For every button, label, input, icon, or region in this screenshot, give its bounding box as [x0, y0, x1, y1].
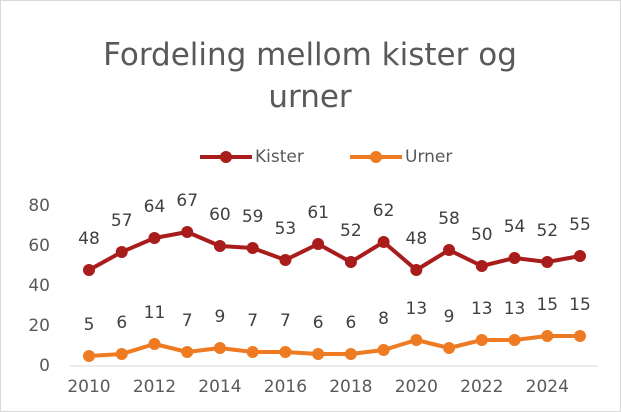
- point: [410, 334, 423, 346]
- chart-title: Fordeling mellom kister og urner: [103, 37, 517, 115]
- point: [377, 236, 390, 248]
- data-label: 57: [111, 211, 133, 231]
- data-label: 53: [275, 219, 297, 239]
- data-label: 7: [280, 311, 291, 331]
- data-label: 62: [373, 201, 395, 221]
- point: [181, 226, 194, 238]
- data-label: 15: [536, 295, 558, 315]
- point: [508, 334, 521, 346]
- legend-marker: [220, 151, 232, 163]
- data-label: 52: [536, 221, 558, 241]
- data-label: 58: [438, 209, 460, 229]
- data-label: 48: [78, 229, 100, 249]
- point: [115, 348, 128, 360]
- point: [181, 346, 194, 358]
- data-label: 6: [345, 313, 356, 333]
- data-label: 15: [569, 295, 591, 315]
- x-tick-label: 2014: [198, 377, 241, 397]
- point: [443, 244, 456, 256]
- point: [541, 330, 554, 342]
- data-label: 52: [340, 221, 362, 241]
- data-label: 13: [471, 299, 493, 319]
- series-line: [88, 334, 580, 358]
- x-tick-label: 2018: [329, 377, 372, 397]
- legend-label: Urner: [405, 147, 452, 167]
- point: [213, 342, 226, 354]
- x-tick-label: 2016: [264, 377, 307, 397]
- data-label: 59: [242, 207, 264, 227]
- data-label: 48: [406, 229, 428, 249]
- data-label: 7: [182, 311, 193, 331]
- data-label: 6: [116, 313, 127, 333]
- point: [83, 350, 95, 362]
- point: [115, 246, 128, 258]
- data-label: 50: [471, 225, 493, 245]
- data-label: 8: [378, 309, 389, 329]
- point: [377, 344, 390, 356]
- point: [541, 256, 554, 268]
- x-tick-label: 2022: [460, 377, 503, 397]
- point: [475, 260, 488, 272]
- y-tick-label: 20: [28, 316, 50, 336]
- data-label: 54: [504, 217, 526, 237]
- legend-label: Kister: [255, 147, 304, 167]
- point: [246, 346, 259, 358]
- point: [574, 330, 586, 342]
- point: [410, 264, 423, 276]
- point: [344, 256, 357, 268]
- x-tick-label: 2012: [133, 377, 176, 397]
- data-label: 9: [215, 307, 226, 327]
- point: [213, 240, 226, 252]
- point: [344, 348, 357, 360]
- point: [279, 346, 292, 358]
- point: [246, 242, 259, 254]
- point: [508, 252, 521, 264]
- point: [475, 334, 488, 346]
- data-label: 55: [569, 215, 591, 235]
- data-label: 11: [144, 303, 166, 323]
- data-label: 13: [406, 299, 428, 319]
- y-tick-label: 0: [39, 356, 50, 376]
- point: [83, 264, 95, 276]
- y-tick-label: 60: [28, 236, 50, 256]
- data-label: 13: [504, 299, 526, 319]
- point: [574, 250, 586, 262]
- data-label: 60: [209, 205, 231, 225]
- x-tick-label: 2020: [395, 377, 438, 397]
- series-line: [88, 230, 581, 272]
- data-label: 61: [307, 203, 329, 223]
- data-label: 64: [144, 197, 166, 217]
- data-label: 6: [313, 313, 324, 333]
- point: [148, 338, 161, 350]
- data-label: 9: [444, 307, 455, 327]
- point: [148, 232, 161, 244]
- x-tick-label: 2010: [67, 377, 110, 397]
- point: [312, 348, 325, 360]
- data-label: 5: [84, 315, 95, 335]
- data-label: 7: [247, 311, 258, 331]
- legend-marker: [370, 151, 382, 163]
- point: [443, 342, 456, 354]
- data-label: 67: [176, 191, 198, 211]
- point: [279, 254, 292, 266]
- y-tick-label: 80: [28, 196, 50, 216]
- x-tick-label: 2024: [526, 377, 569, 397]
- point: [312, 238, 325, 250]
- y-tick-label: 40: [28, 276, 50, 296]
